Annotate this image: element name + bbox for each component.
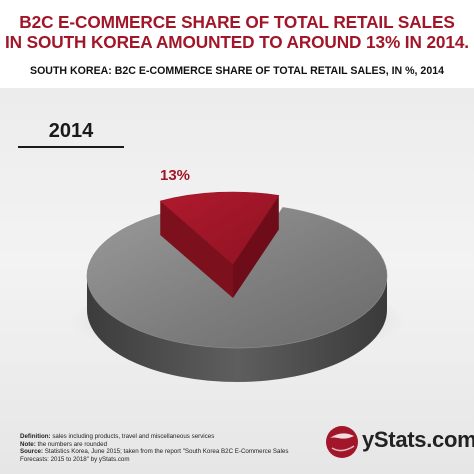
footnotes: Definition: sales including products, tr… <box>20 433 310 463</box>
pie-slice-0 <box>159 191 280 265</box>
year-underline <box>18 146 124 148</box>
pie-chart: 13% <box>69 167 405 382</box>
pie-slice-wall-0 <box>160 201 233 298</box>
pie-slice-0-group <box>159 191 280 298</box>
ystats-logo: yStats.com <box>324 422 474 462</box>
pie-slice-side-1 <box>87 276 387 382</box>
year-heading: 2014 <box>18 118 124 148</box>
page-title: B2C E-COMMERCE SHARE OF TOTAL RETAIL SAL… <box>0 12 474 52</box>
chart-panel: 2014 <box>0 88 474 474</box>
chart-title: 2014 <box>48 120 94 142</box>
pie-slice-side-0 <box>233 195 279 298</box>
title-line-1: B2C E-COMMERCE SHARE OF TOTAL RETAIL SAL… <box>19 12 455 32</box>
data-label-0: 13% <box>160 167 190 184</box>
chart-subtitle: SOUTH KOREA: B2C E-COMMERCE SHARE OF TOT… <box>30 65 444 77</box>
title-line-2: IN SOUTH KOREA AMOUNTED TO AROUND 13% IN… <box>5 32 469 52</box>
definition-note: Definition: sales including products, tr… <box>20 433 215 440</box>
source-note: Source: Statistics Korea, June 2015; tak… <box>20 448 289 463</box>
logo-globe-icon <box>326 426 358 458</box>
logo-text: yStats.com <box>362 427 474 452</box>
rounding-note: Note: the numbers are rounded <box>20 440 108 448</box>
header: B2C E-COMMERCE SHARE OF TOTAL RETAIL SAL… <box>0 0 474 86</box>
